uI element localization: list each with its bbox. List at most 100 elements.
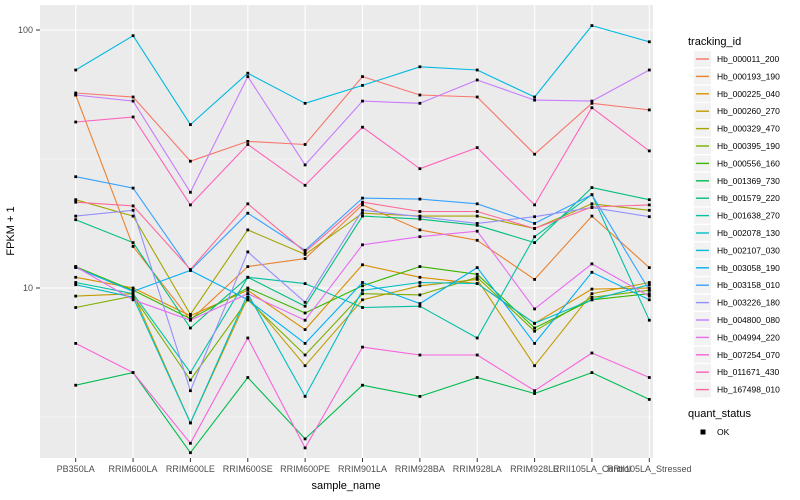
legend-item: Hb_000260_270 [694,103,780,120]
data-point [361,243,364,247]
data-point [189,268,192,271]
data-point [475,210,479,213]
legend-item: Hb_011671_430 [694,364,780,381]
data-point [189,326,192,330]
data-point [533,227,536,230]
legend-item-label: Hb_167498_010 [717,385,780,395]
legend-item: Hb_000225_040 [694,85,780,102]
data-point [647,198,651,202]
data-point [303,300,307,304]
legend-item: Hb_003158_010 [694,277,780,294]
x-axis-title: sample_name [311,480,380,492]
data-point [418,228,422,232]
data-point [303,353,307,357]
data-point [533,95,536,99]
data-point [590,24,594,27]
data-point [418,304,422,308]
data-point [303,342,307,345]
x-tick-label: RRIM600LA [109,464,158,474]
legend-item-label: Hb_002078_130 [717,228,780,238]
legend-tracking-id: Hb_000011_200 Hb_000193_190 Hb_000225_040 H… [694,51,780,398]
data-point [533,329,536,333]
data-point [475,275,479,279]
x-tick-label: RRIM600PE [280,464,330,474]
data-point [131,241,135,244]
data-point [647,266,651,269]
legend-item: Hb_000395_190 [694,138,780,154]
data-point [475,202,479,206]
data-point [590,186,594,189]
data-point [647,108,651,112]
data-point [189,389,192,393]
data-point [418,235,422,239]
data-point [131,295,135,299]
data-point [647,292,651,296]
y-tick-label: 10 [23,283,33,293]
legend-item: Hb_167498_010 [694,381,780,398]
plot-panel [40,5,653,458]
data-point [533,278,536,281]
axis-layer: 100 10 PB350LA RRIM600LA RRIM600LE RRIM600SE R… [18,25,692,474]
data-point [533,392,536,395]
data-point [418,197,422,201]
data-point [361,211,364,215]
data-point [246,228,250,232]
data-point [74,91,78,95]
data-point [189,451,192,455]
data-point [131,286,135,290]
legend-item: Hb_007254_070 [694,346,780,363]
data-point [361,200,364,204]
data-point [533,307,536,311]
data-point [418,167,422,171]
series-layer [74,24,651,455]
data-point [189,318,192,322]
data-point [246,71,250,75]
data-point [475,223,479,227]
data-point [475,78,479,82]
data-point [303,395,307,398]
data-point [74,342,78,345]
data-point [303,446,307,450]
legend-item-label: Hb_000395_190 [717,141,780,151]
data-point [590,287,594,291]
data-point [533,203,536,207]
data-point [475,282,479,285]
data-point [74,93,78,97]
data-point [361,284,364,288]
data-point [303,328,307,331]
data-point [189,421,192,425]
legend-item: Hb_004994_220 [694,329,780,346]
data-point [647,294,651,298]
data-point [590,262,594,266]
x-tick-label: RRII105LA_Stressed [607,464,692,474]
data-point [303,311,307,315]
data-point [74,175,78,179]
data-point [246,298,250,302]
data-point [74,294,78,298]
data-point [647,286,651,290]
data-point [418,210,422,213]
data-point [590,193,594,197]
data-point [131,115,135,119]
legend-item-label: Hb_001369_730 [717,176,780,186]
data-point [74,281,78,284]
x-tick-label: RRIM928LE [510,464,559,474]
data-point [131,298,135,302]
legend-item: Hb_003058_190 [694,259,780,276]
data-point [533,241,536,244]
data-point [303,250,307,254]
data-point [533,215,536,219]
legend-item: Hb_004800_080 [694,312,780,328]
data-point [475,266,479,269]
data-point [647,288,651,292]
data-point [361,214,364,218]
data-point [131,204,135,208]
data-point [590,214,594,218]
data-point [361,345,364,349]
legend-item: Hb_003226_180 [694,294,780,311]
data-point [303,183,307,187]
data-point [647,318,651,322]
data-point [647,298,651,302]
